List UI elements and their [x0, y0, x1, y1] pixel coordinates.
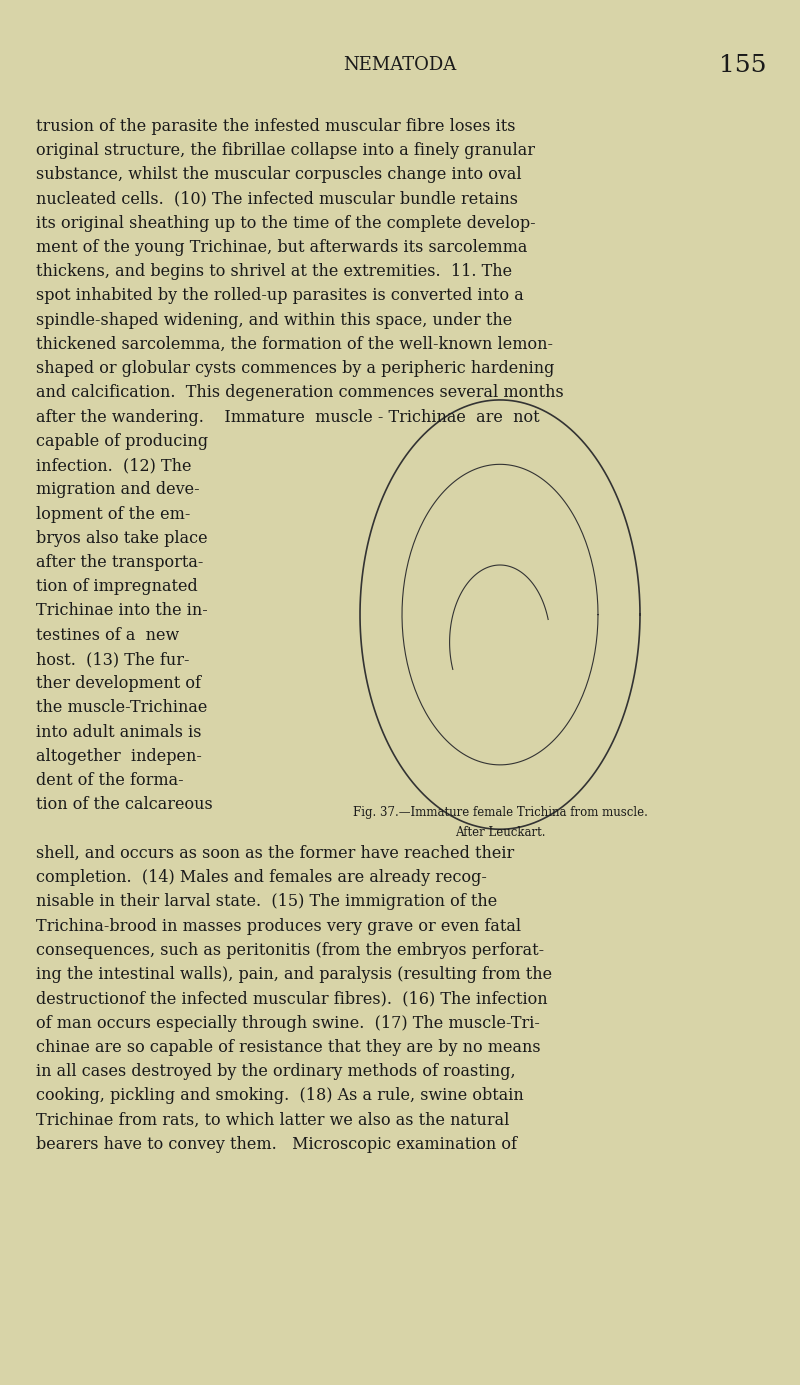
Text: 155: 155	[719, 54, 766, 76]
Text: consequences, such as peritonitis (from the embryos perforat-: consequences, such as peritonitis (from …	[36, 942, 544, 958]
Text: into adult animals is: into adult animals is	[36, 723, 202, 741]
Text: thickened sarcolemma, the formation of the well-known lemon-: thickened sarcolemma, the formation of t…	[36, 337, 553, 353]
Text: tion of the calcareous: tion of the calcareous	[36, 796, 213, 813]
Text: Trichinae into the in-: Trichinae into the in-	[36, 602, 208, 619]
Text: chinae are so capable of resistance that they are by no means: chinae are so capable of resistance that…	[36, 1039, 541, 1055]
Text: ing the intestinal walls), pain, and paralysis (resulting from the: ing the intestinal walls), pain, and par…	[36, 967, 552, 983]
Text: of man occurs especially through swine.  (17) The muscle-Tri-: of man occurs especially through swine. …	[36, 1014, 540, 1032]
Text: capable of producing: capable of producing	[36, 432, 208, 450]
Text: ther development of: ther development of	[36, 676, 201, 692]
Text: spot inhabited by the rolled-up parasites is converted into a: spot inhabited by the rolled-up parasite…	[36, 288, 524, 305]
Text: nisable in their larval state.  (15) The immigration of the: nisable in their larval state. (15) The …	[36, 893, 498, 910]
Text: Fig. 37.—Immature female Trichina from muscle.: Fig. 37.—Immature female Trichina from m…	[353, 806, 647, 819]
Text: Trichinae from rats, to which latter we also as the natural: Trichinae from rats, to which latter we …	[36, 1111, 510, 1129]
Text: migration and deve-: migration and deve-	[36, 482, 200, 499]
Text: tion of impregnated: tion of impregnated	[36, 579, 198, 596]
Text: substance, whilst the muscular corpuscles change into oval: substance, whilst the muscular corpuscle…	[36, 166, 522, 183]
Text: its original sheathing up to the time of the complete develop-: its original sheathing up to the time of…	[36, 215, 536, 231]
Text: NEMATODA: NEMATODA	[343, 57, 457, 73]
Text: ment of the young Trichinae, but afterwards its sarcolemma: ment of the young Trichinae, but afterwa…	[36, 238, 527, 256]
Text: thickens, and begins to shrivel at the extremities.  11. The: thickens, and begins to shrivel at the e…	[36, 263, 512, 280]
Text: spindle-shaped widening, and within this space, under the: spindle-shaped widening, and within this…	[36, 312, 512, 328]
Text: shaped or globular cysts commences by a peripheric hardening: shaped or globular cysts commences by a …	[36, 360, 554, 377]
Text: dent of the forma-: dent of the forma-	[36, 773, 184, 789]
Text: cooking, pickling and smoking.  (18) As a rule, swine obtain: cooking, pickling and smoking. (18) As a…	[36, 1087, 524, 1104]
Text: the muscle-Trichinae: the muscle-Trichinae	[36, 699, 207, 716]
Text: and calcification.  This degeneration commences several months: and calcification. This degeneration com…	[36, 384, 564, 402]
Text: destructionof the infected muscular fibres).  (16) The infection: destructionof the infected muscular fibr…	[36, 990, 548, 1007]
Text: bearers have to convey them.   Microscopic examination of: bearers have to convey them. Microscopic…	[36, 1136, 517, 1152]
Text: after the transporta-: after the transporta-	[36, 554, 203, 571]
Text: nucleated cells.  (10) The infected muscular bundle retains: nucleated cells. (10) The infected muscu…	[36, 191, 518, 208]
Text: After Leuckart.: After Leuckart.	[454, 827, 546, 839]
Text: trusion of the parasite the infested muscular fibre loses its: trusion of the parasite the infested mus…	[36, 118, 515, 134]
Text: Trichina-brood in masses produces very grave or even fatal: Trichina-brood in masses produces very g…	[36, 917, 521, 935]
Text: altogether  indepen-: altogether indepen-	[36, 748, 202, 765]
Text: after the wandering.    Immature  muscle - Trichinae  are  not: after the wandering. Immature muscle - T…	[36, 409, 540, 425]
Text: in all cases destroyed by the ordinary methods of roasting,: in all cases destroyed by the ordinary m…	[36, 1064, 516, 1080]
Text: completion.  (14) Males and females are already recog-: completion. (14) Males and females are a…	[36, 870, 487, 886]
Text: shell, and occurs as soon as the former have reached their: shell, and occurs as soon as the former …	[36, 845, 514, 861]
Text: original structure, the fibrillae collapse into a finely granular: original structure, the fibrillae collap…	[36, 141, 535, 159]
Text: lopment of the em-: lopment of the em-	[36, 506, 190, 522]
Text: infection.  (12) The: infection. (12) The	[36, 457, 191, 474]
Text: host.  (13) The fur-: host. (13) The fur-	[36, 651, 190, 668]
Text: bryos also take place: bryos also take place	[36, 530, 208, 547]
Text: testines of a  new: testines of a new	[36, 626, 179, 644]
